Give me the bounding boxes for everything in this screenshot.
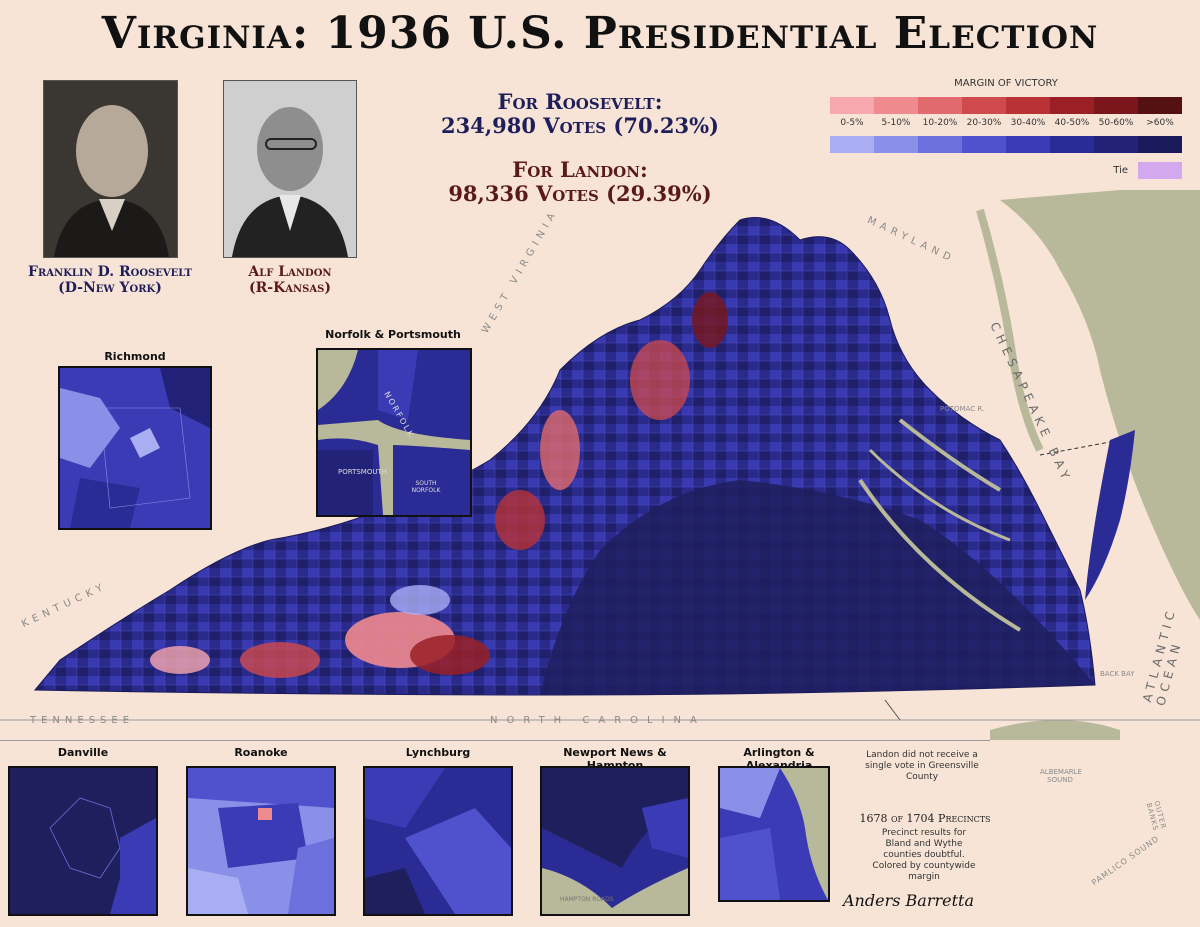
legend-labels: 0-5% 5-10% 10-20% 20-30% 30-40% 40-50% 50-60% >… xyxy=(830,118,1182,128)
precincts-count: 1678 of 1704 Precincts xyxy=(859,812,991,825)
republican-swatch xyxy=(1094,97,1138,114)
tennessee-label: TENNESSEE xyxy=(30,715,135,726)
legend-label: 30-40% xyxy=(1010,118,1046,128)
democratic-swatch xyxy=(1094,136,1138,153)
north-carolina-label: NORTH CAROLINA xyxy=(490,715,706,726)
legend-label: >60% xyxy=(1146,118,1174,128)
republican-scale xyxy=(830,97,1182,114)
republican-swatch xyxy=(962,97,1006,114)
tie-swatch xyxy=(1138,162,1182,179)
back-bay-label: BACK BAY xyxy=(1100,670,1135,678)
greensville-pointer xyxy=(880,700,930,701)
roosevelt-name: Franklin D. Roosevelt (D-New York) xyxy=(28,264,192,296)
democratic-swatch xyxy=(1006,136,1050,153)
democratic-swatch xyxy=(962,136,1006,153)
greensville-note: Landon did not receive a single vote in … xyxy=(865,750,979,782)
portsmouth-label: PORTSMOUTH xyxy=(338,468,388,476)
lynchburg-inset-title: Lynchburg xyxy=(405,746,471,759)
legend-label: 40-50% xyxy=(1054,118,1090,128)
republican-swatch xyxy=(830,97,874,114)
south-norfolk-label: SOUTH NORFOLK xyxy=(411,480,441,494)
democratic-scale xyxy=(830,136,1182,153)
insets-divider xyxy=(0,740,990,741)
potomac-label: POTOMAC R. xyxy=(940,405,985,413)
democratic-swatch xyxy=(874,136,918,153)
danville-inset-title: Danville xyxy=(57,746,109,759)
precincts-note: Precinct results for Bland and Wythe cou… xyxy=(872,828,976,882)
landon-votes: For Landon: 98,336 Votes (29.39%) xyxy=(448,157,712,206)
legend-label: 0-5% xyxy=(840,118,864,128)
landon-portrait xyxy=(223,80,357,258)
tie-label: Tie xyxy=(1113,165,1128,176)
legend-label: 5-10% xyxy=(881,118,911,128)
republican-swatch xyxy=(1138,97,1182,114)
pamlico-label: PAMLICO SOUND xyxy=(1090,833,1161,888)
newport-inset: HAMPTON ROADS xyxy=(540,766,690,916)
roosevelt-votes: For Roosevelt: 234,980 Votes (70.23%) xyxy=(441,89,719,138)
roosevelt-portrait xyxy=(43,80,178,258)
legend-label: 10-20% xyxy=(922,118,958,128)
arlington-inset xyxy=(718,766,830,902)
democratic-swatch xyxy=(1138,136,1182,153)
republican-swatch xyxy=(918,97,962,114)
republican-swatch xyxy=(874,97,918,114)
danville-inset xyxy=(8,766,158,916)
democratic-swatch xyxy=(1050,136,1094,153)
democratic-swatch xyxy=(918,136,962,153)
richmond-inset-title: Richmond xyxy=(104,350,166,363)
margin-legend: Margin of Victory 0-5% 5-10% 10-20% 20-30% 3… xyxy=(830,78,1182,179)
hampton-roads-label: HAMPTON ROADS xyxy=(560,896,614,903)
legend-label: 50-60% xyxy=(1098,118,1134,128)
landon-name: Alf Landon (R-Kansas) xyxy=(248,264,332,296)
richmond-inset xyxy=(58,366,212,530)
virginia-precinct-map xyxy=(0,190,1200,740)
legend-title: Margin of Victory xyxy=(954,78,1058,89)
author-signature: Anders Barretta xyxy=(843,891,974,910)
outer-banks-label: OUTER BANKS xyxy=(1144,800,1168,833)
albemarle-label: ALBEMARLE SOUND xyxy=(1040,768,1082,784)
legend-label: 20-30% xyxy=(966,118,1002,128)
republican-swatch xyxy=(1050,97,1094,114)
republican-swatch xyxy=(1006,97,1050,114)
democratic-swatch xyxy=(830,136,874,153)
norfolk-inset-title: Norfolk & Portsmouth xyxy=(325,328,461,341)
lynchburg-inset xyxy=(363,766,513,916)
roanoke-inset xyxy=(186,766,336,916)
norfolk-inset: NORFOLK PORTSMOUTH SOUTH NORFOLK xyxy=(316,348,472,517)
roanoke-inset-title: Roanoke xyxy=(234,746,288,759)
page-title: Virginia: 1936 U.S. Presidential Electio… xyxy=(101,8,1099,59)
